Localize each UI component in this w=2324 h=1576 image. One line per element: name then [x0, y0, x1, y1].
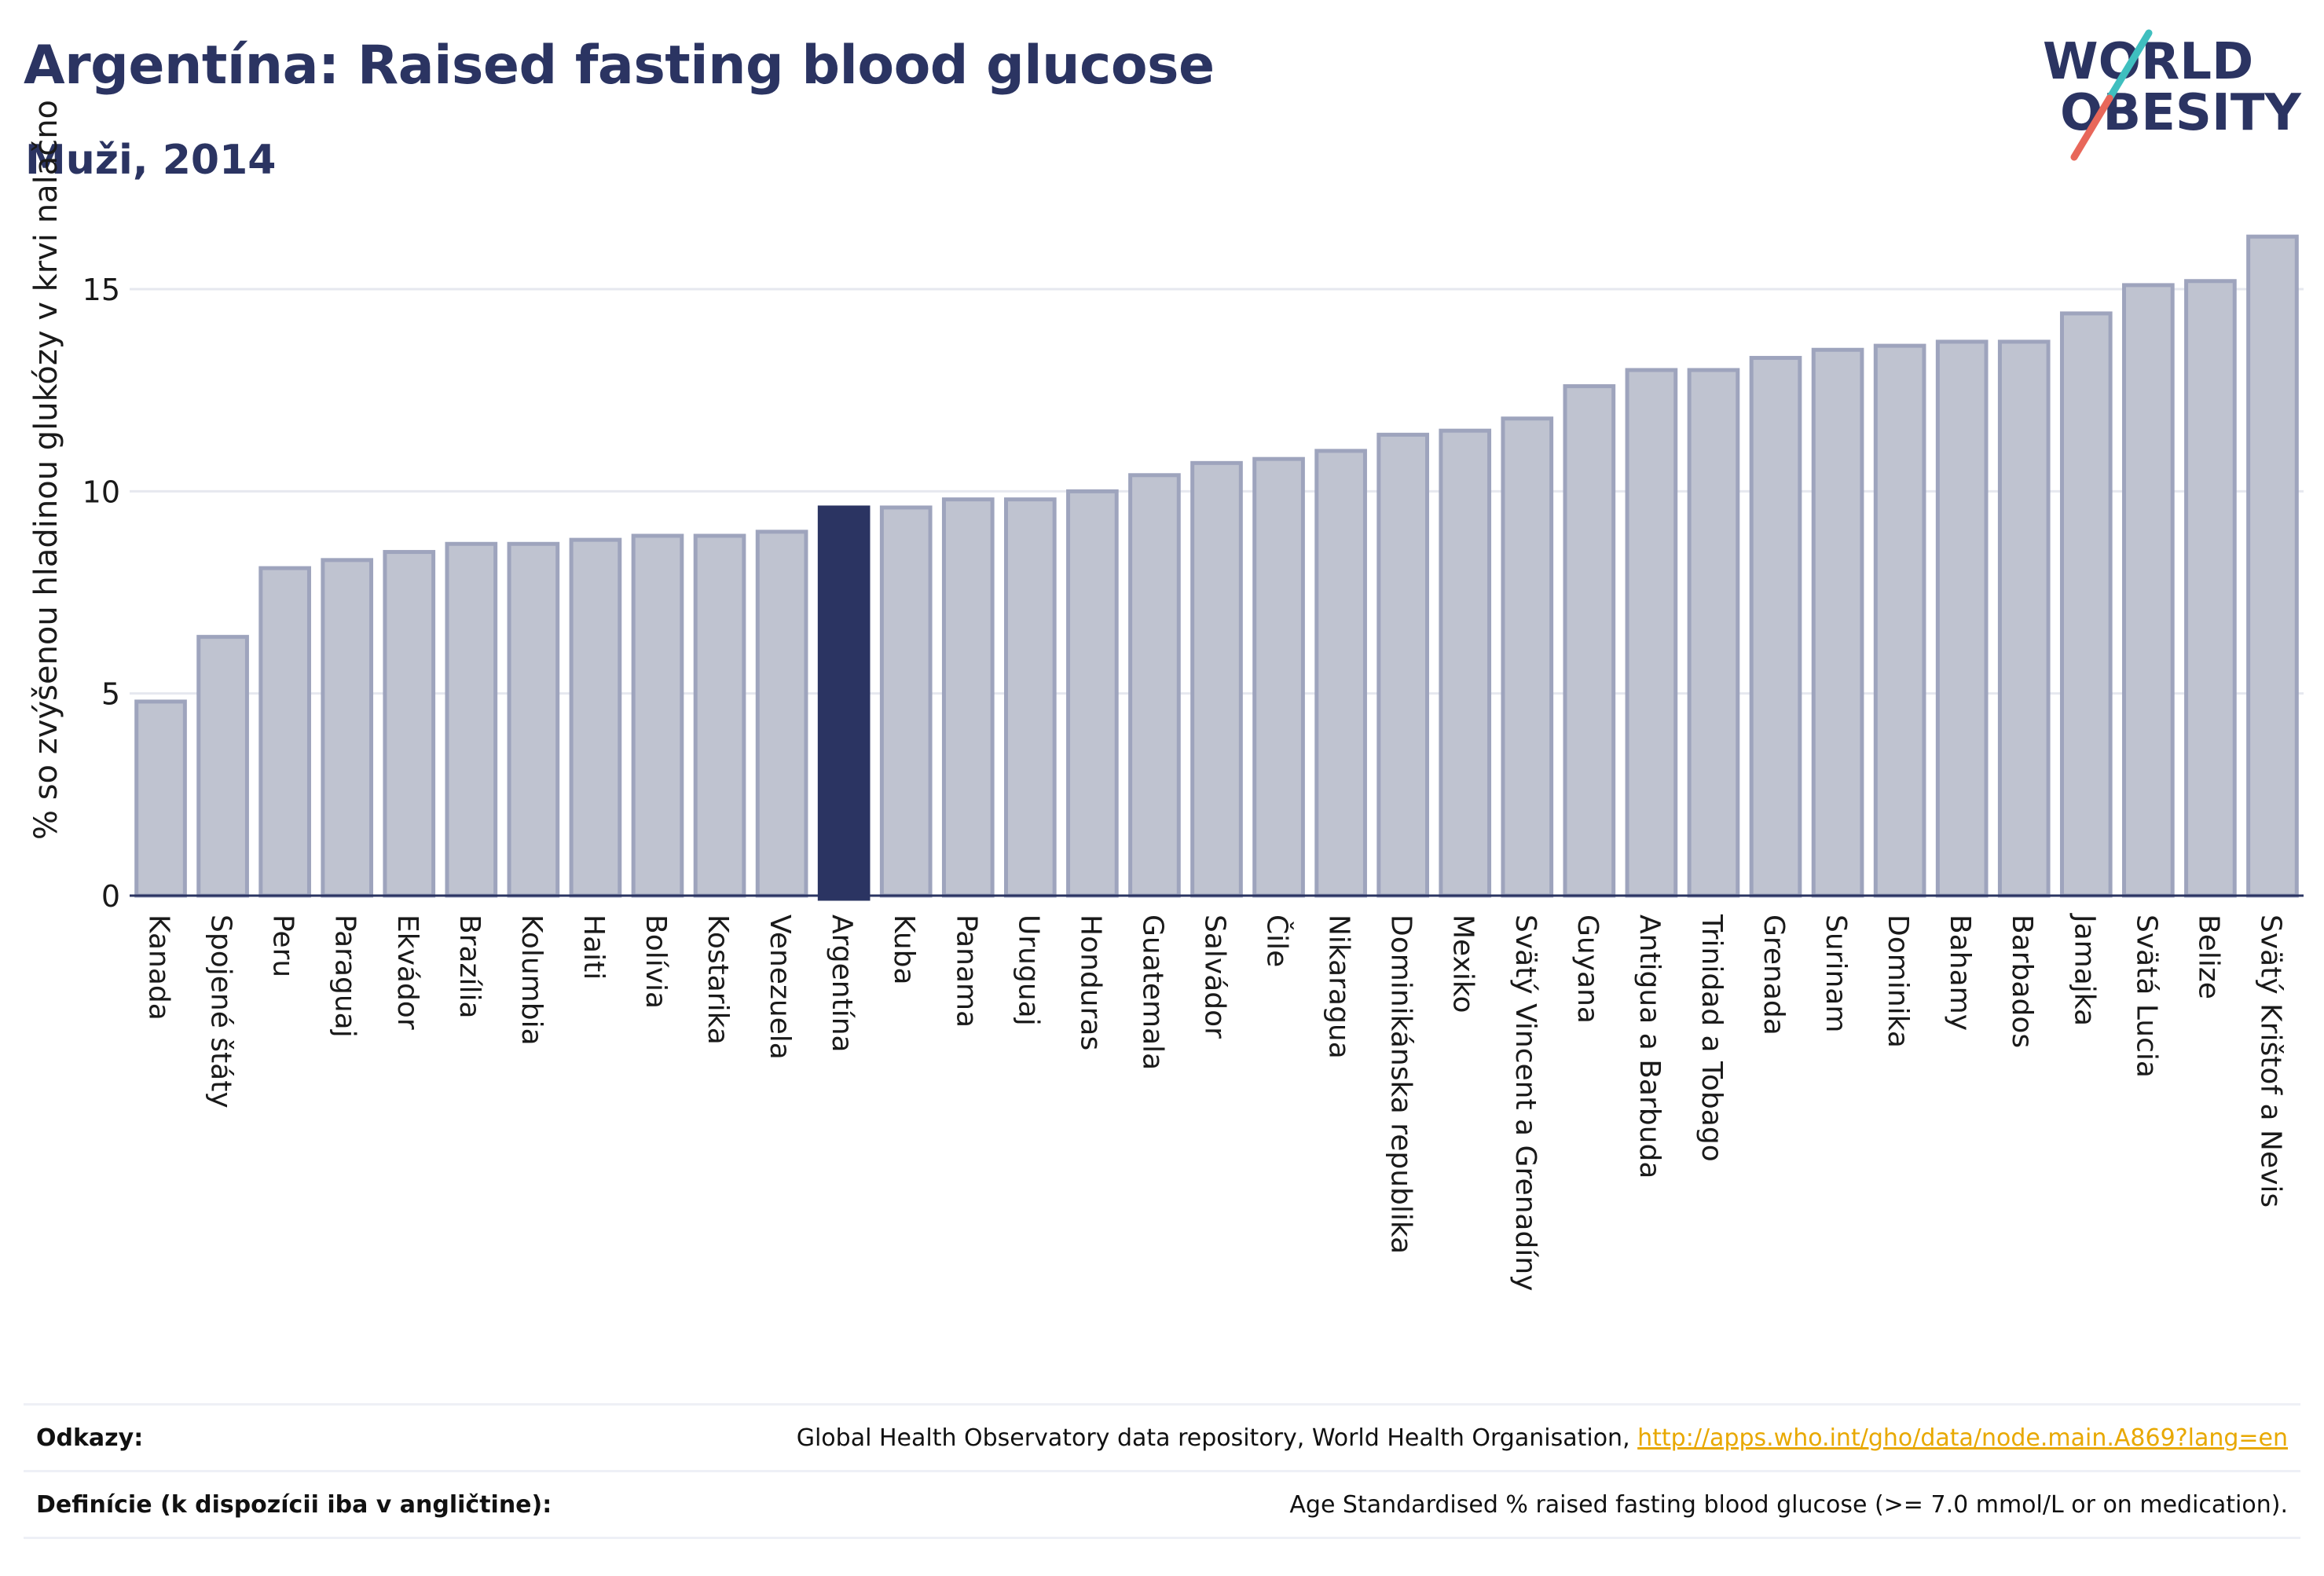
bar: [2246, 234, 2299, 898]
chart-subtitle: Muži, 2014: [25, 137, 277, 184]
sources-value: Global Health Observatory data repositor…: [797, 1424, 2288, 1452]
bar: [383, 550, 436, 898]
bar: [879, 505, 933, 898]
bar: [1687, 368, 1740, 898]
x-tick-label: Čile: [1261, 914, 1294, 967]
x-tick-label: Nikaragua: [1323, 914, 1355, 1059]
y-tick-label: 10: [82, 475, 120, 509]
bar: [2059, 311, 2113, 898]
bar: [693, 533, 746, 898]
sources-row: Odkazy: Global Health Observatory data r…: [24, 1403, 2300, 1470]
y-tick-label: 5: [101, 677, 120, 712]
bar: [196, 635, 249, 898]
bar: [1749, 356, 1802, 898]
x-tick-label: Uruguaj: [1012, 914, 1044, 1026]
x-tick-label: Antigua a Barbuda: [1633, 914, 1666, 1178]
x-tick-label: Belize: [2192, 914, 2224, 999]
bar: [2184, 279, 2237, 898]
definition-row: Definície (k dispozícii iba v angličtine…: [24, 1470, 2300, 1539]
definition-text: Age Standardised % raised fasting blood …: [1289, 1490, 2288, 1519]
world-obesity-logo: WORLD OBESITY: [2043, 29, 2301, 161]
bar: [321, 558, 374, 898]
bar: [1439, 428, 1492, 898]
x-tick-label: Kolumbia: [515, 914, 548, 1046]
x-tick-label: Venezuela: [764, 914, 796, 1060]
y-tick-labels: 0 5 10 15: [82, 273, 120, 914]
x-tick-label: Kanada: [143, 914, 175, 1021]
x-tick-label: Kostarika: [702, 914, 734, 1045]
x-tick-label: Haiti: [577, 914, 610, 980]
x-tick-label: Trinidad a Tobago: [1695, 914, 1728, 1162]
x-tick-label: Peru: [267, 914, 299, 977]
bar: [445, 541, 498, 898]
bar: [1252, 456, 1305, 898]
bar: [1128, 473, 1181, 898]
x-tick-label: Surinam: [1820, 914, 1852, 1032]
bar: [755, 530, 808, 898]
sources-text: Global Health Observatory data repositor…: [796, 1424, 1638, 1452]
x-tick-label: Brazília: [453, 914, 486, 1019]
x-tick-label: Svätý Vincent a Grenadíny: [1509, 914, 1541, 1291]
bar: [1501, 416, 1554, 898]
x-tick-label: Guyana: [1571, 914, 1604, 1024]
x-tick-label: Svätá Lucia: [2130, 914, 2162, 1078]
bar-chart: 0 5 10 15 Kanada Spojené štáty Peru Paraguaj Ek…: [28, 100, 2304, 1291]
bar: [941, 497, 995, 898]
x-tick-label: Spojené štáty: [205, 914, 237, 1109]
y-tick-label: 0: [101, 879, 120, 914]
svg-text:WORLD: WORLD: [2043, 33, 2253, 91]
x-tick-label: Honduras: [1074, 914, 1106, 1050]
bar: [1811, 347, 1864, 898]
bar: [1563, 384, 1616, 898]
x-tick-label: Svätý Krištof a Nevis: [2254, 914, 2286, 1208]
x-tick-label: Panama: [950, 914, 982, 1028]
x-tick-label: Guatemala: [1136, 914, 1168, 1070]
bars: [134, 234, 2299, 901]
bar: [1625, 368, 1678, 898]
x-tick-label: Bolívia: [640, 914, 672, 1009]
x-tick-labels: Kanada Spojené štáty Peru Paraguaj Ekvádor Br…: [143, 913, 2287, 1291]
bar: [1314, 449, 1367, 898]
bar: [1003, 497, 1057, 898]
bar: [134, 699, 187, 898]
bar: [1873, 343, 1926, 898]
definition-label: Definície (k dispozícii iba v angličtine…: [36, 1490, 552, 1519]
x-tick-label: Jamajka: [2068, 913, 2100, 1026]
y-axis-label: % so zvýšenou hladinou glukózy v krvi na…: [28, 100, 64, 840]
x-tick-label: Dominikánska republika: [1385, 914, 1417, 1254]
x-tick-label: Argentína: [826, 914, 858, 1053]
x-tick-label: Bahamy: [1944, 914, 1976, 1031]
footer: Odkazy: Global Health Observatory data r…: [24, 1403, 2300, 1539]
bar: [1066, 489, 1119, 898]
bar: [1997, 339, 2051, 898]
bar: [1376, 432, 1430, 898]
bar: [258, 566, 311, 898]
bar: [2122, 283, 2175, 898]
sources-label: Odkazy:: [36, 1424, 144, 1452]
x-tick-label: Grenada: [1758, 914, 1790, 1035]
x-tick-label: Dominika: [1882, 914, 1914, 1048]
bar: [507, 541, 560, 898]
bar-highlight: [817, 505, 871, 901]
x-tick-label: Barbados: [2006, 914, 2038, 1048]
x-tick-label: Ekvádor: [391, 914, 423, 1030]
bar: [569, 537, 622, 898]
x-tick-label: Kuba: [888, 914, 920, 985]
bar: [1935, 339, 1989, 898]
x-tick-label: Paraguaj: [329, 914, 361, 1038]
x-tick-label: Mexiko: [1447, 914, 1479, 1013]
chart-title: Argentína: Raised fasting blood glucose: [24, 35, 1215, 97]
sources-link[interactable]: http://apps.who.int/gho/data/node.main.A…: [1637, 1424, 2288, 1452]
x-tick-label: Salvádor: [1199, 914, 1231, 1039]
bar: [631, 533, 684, 898]
y-tick-label: 15: [82, 273, 120, 307]
bar: [1190, 460, 1243, 898]
